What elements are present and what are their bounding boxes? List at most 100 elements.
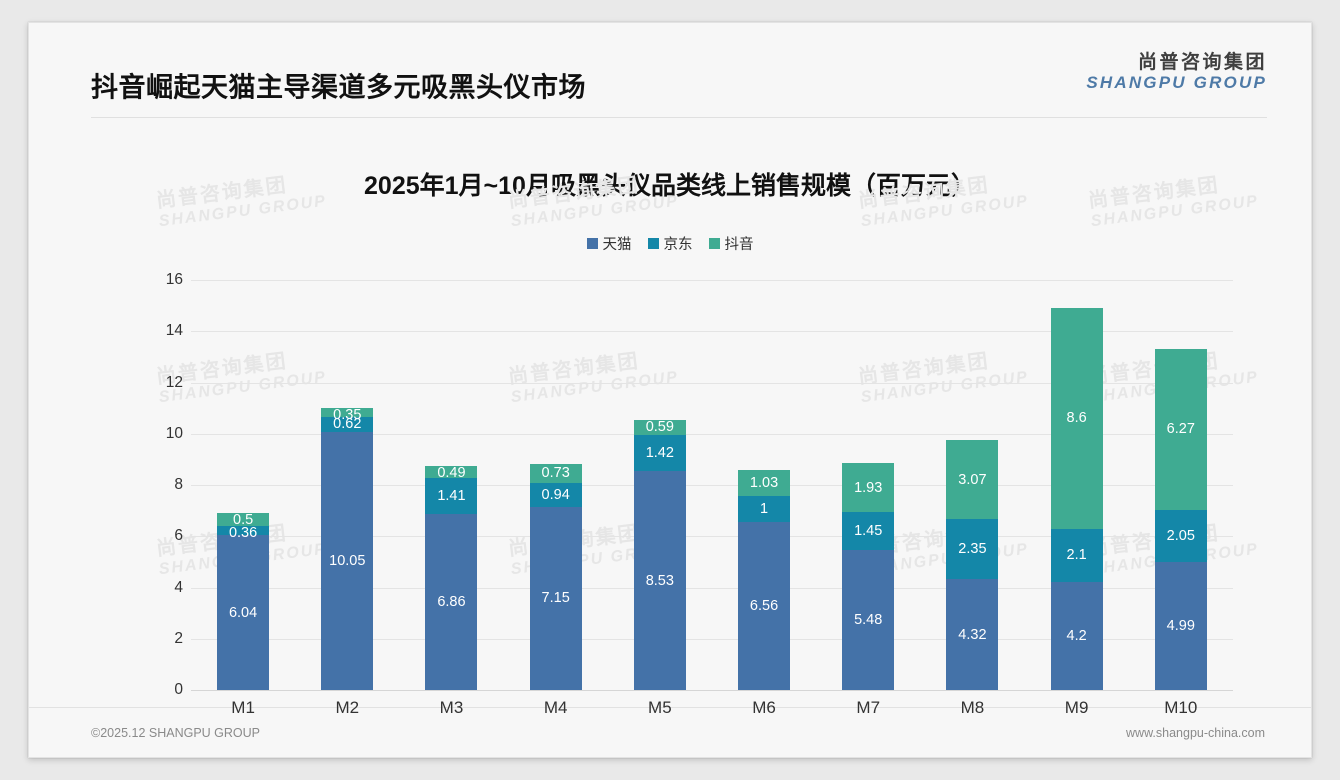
bar-value-label: 5.48	[854, 611, 883, 628]
footer-copyright: ©2025.12 SHANGPU GROUP	[91, 725, 260, 740]
y-axis-tick-12: 12	[165, 373, 183, 391]
bar-value-label: 2.35	[958, 541, 987, 558]
bar-segment-抖音-M4[interactable]: 0.73	[529, 464, 582, 483]
legend-swatch-icon	[586, 238, 598, 249]
bar-segment-天猫-M2[interactable]: 10.05	[321, 432, 374, 690]
y-axis-tick-6: 6	[174, 527, 183, 545]
bar-value-label: 0.59	[645, 418, 674, 435]
bar-segment-抖音-M10[interactable]: 6.27	[1154, 348, 1207, 510]
bar-stack: 6.04 0.36 0.5	[217, 512, 270, 690]
bar-segment-京东-M6[interactable]: 1	[738, 496, 791, 522]
bar-value-label: 0.35	[333, 406, 362, 423]
legend-label: 天猫	[602, 237, 632, 253]
bar-stack: 8.53 1.42 0.59	[633, 418, 686, 690]
bar-value-label: 4.2	[1066, 628, 1087, 645]
grid-lines	[191, 280, 1233, 691]
bar-segment-天猫-M5[interactable]: 8.53	[633, 471, 686, 690]
bar-segment-天猫-M8[interactable]: 4.32	[946, 579, 999, 690]
bar-segment-天猫-M3[interactable]: 6.86	[425, 514, 478, 690]
bar-segment-天猫-M6[interactable]: 6.56	[738, 521, 791, 690]
bar-segment-天猫-M10[interactable]: 4.99	[1154, 562, 1207, 690]
legend-item-京东[interactable]: 京东	[647, 233, 693, 254]
brand-logo-en: SHANGPU GROUP	[1086, 72, 1267, 92]
grid-line	[191, 638, 1233, 640]
bar-value-label: 7.15	[541, 590, 570, 607]
bar-segment-京东-M8[interactable]: 2.35	[946, 519, 999, 580]
chart-legend: 天猫 京东 抖音	[29, 233, 1311, 254]
bar-column-M7[interactable]: 5.48 1.45 1.93	[819, 280, 917, 690]
legend-swatch-icon	[647, 238, 659, 249]
bar-stack: 4.99 2.05 6.27	[1154, 348, 1207, 690]
bar-segment-抖音-M7[interactable]: 1.93	[842, 462, 895, 513]
bar-column-M1[interactable]: 6.04 0.36 0.5	[194, 280, 292, 690]
bar-stack: 4.32 2.35 3.07	[946, 440, 999, 690]
legend-item-天猫[interactable]: 天猫	[586, 233, 632, 254]
bar-column-M9[interactable]: 4.2 2.1 8.6	[1028, 280, 1126, 690]
plot-area: 16 14 12 10 8 6 4 2 0 6.04 0.36 0.5 10.05 0.62 0.35 6.…	[29, 258, 1311, 717]
bar-column-M2[interactable]: 10.05 0.62 0.35	[298, 280, 396, 690]
grid-line	[191, 485, 1233, 486]
legend-item-抖音[interactable]: 抖音	[708, 233, 754, 254]
bar-value-label: 1.41	[437, 488, 466, 505]
bar-value-label: 0.73	[541, 465, 570, 482]
bar-value-label: 6.56	[749, 597, 779, 614]
y-axis-tick-14: 14	[165, 322, 183, 340]
grid-line	[191, 690, 1233, 691]
x-axis-tick-M1: M1	[231, 698, 255, 717]
bar-column-M10[interactable]: 4.99 2.05 6.27	[1132, 280, 1230, 690]
bar-segment-抖音-M5[interactable]: 0.59	[633, 418, 686, 436]
bar-segment-抖音-M9[interactable]: 8.6	[1050, 308, 1103, 529]
bar-segment-抖音-M1[interactable]: 0.5	[217, 512, 270, 528]
x-axis-tick-M9: M9	[1064, 698, 1089, 717]
grid-line	[191, 433, 1233, 435]
bar-segment-天猫-M4[interactable]: 7.15	[529, 506, 582, 690]
page-title: 抖音崛起天猫主导渠道多元吸黑头仪市场	[91, 72, 586, 103]
legend-label: 抖音	[724, 237, 754, 253]
bar-value-label: 4.32	[958, 626, 987, 643]
bar-value-label: 1.42	[645, 445, 674, 462]
bar-segment-京东-M1[interactable]: 0.36	[217, 525, 270, 541]
bar-segment-抖音-M8[interactable]: 3.07	[946, 440, 999, 520]
bar-column-M6[interactable]: 6.56 1 1.03	[715, 280, 813, 690]
brand-logo: 尚普咨询集团 SHANGPU GROUP	[1086, 52, 1267, 93]
grid-line	[191, 536, 1233, 538]
bar-column-M8[interactable]: 4.32 2.35 3.07	[923, 280, 1021, 690]
y-axis: 16 14 12 10 8 6 4 2 0	[147, 271, 183, 698]
x-axis-tick-M5: M5	[648, 698, 672, 717]
header-divider	[91, 117, 1267, 118]
bar-column-M4[interactable]: 7.15 0.94 0.73	[507, 280, 605, 690]
x-axis-tick-M2: M2	[335, 698, 360, 717]
bar-segment-抖音-M2[interactable]: 0.35	[321, 407, 374, 423]
bar-segment-天猫-M1[interactable]: 6.04	[217, 535, 270, 690]
bar-column-M5[interactable]: 8.53 1.42 0.59	[611, 280, 709, 690]
bar-stack: 5.48 1.45 1.93	[842, 462, 895, 690]
bar-segment-京东-M2[interactable]: 0.62	[321, 416, 374, 433]
x-axis-tick-M4: M4	[543, 698, 568, 717]
bar-segment-抖音-M6[interactable]: 1.03	[738, 469, 791, 497]
bar-segment-天猫-M9[interactable]: 4.2	[1050, 582, 1103, 690]
bar-segment-抖音-M3[interactable]: 0.49	[425, 464, 478, 481]
grid-line	[191, 331, 1233, 333]
bar-segment-京东-M5[interactable]: 1.42	[633, 435, 686, 472]
bar-segment-京东-M3[interactable]: 1.41	[425, 478, 478, 515]
y-axis-tick-8: 8	[174, 476, 183, 493]
bar-segment-京东-M10[interactable]: 2.05	[1154, 509, 1207, 563]
bar-column-M3[interactable]: 6.86 1.41 0.49	[403, 280, 501, 690]
bar-segment-京东-M4[interactable]: 0.94	[529, 482, 582, 507]
grid-line	[191, 587, 1233, 589]
bar-series-area: 6.04 0.36 0.5 10.05 0.62 0.35 6.86 1.41 0.49 7.15…	[191, 280, 1233, 690]
legend-swatch-icon	[708, 238, 720, 249]
bar-value-label: 1	[759, 501, 769, 518]
y-axis-tick-4: 4	[174, 578, 183, 596]
brand-logo-cn: 尚普咨询集团	[1137, 52, 1267, 73]
bar-segment-京东-M9[interactable]: 2.1	[1050, 528, 1103, 583]
footer-website: www.shangpu-china.com	[1126, 725, 1265, 740]
bar-segment-天猫-M7[interactable]: 5.48	[842, 549, 895, 690]
grid-line	[191, 280, 1233, 281]
bar-value-label: 0.49	[437, 464, 466, 481]
bar-stack: 10.05 0.62 0.35	[321, 407, 374, 690]
bar-stack: 7.15 0.94 0.73	[529, 464, 582, 690]
legend-label: 京东	[663, 237, 693, 253]
bar-segment-京东-M7[interactable]: 1.45	[842, 512, 895, 550]
bar-value-label: 6.27	[1166, 421, 1195, 438]
